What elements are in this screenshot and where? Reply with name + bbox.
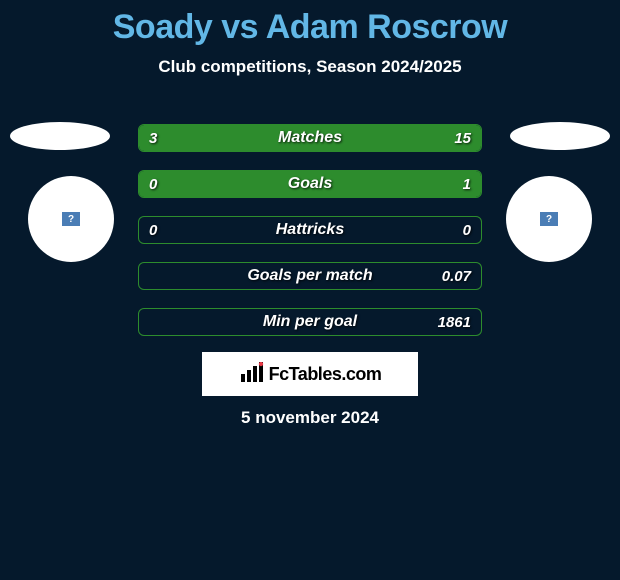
stat-label: Min per goal [139,309,481,335]
fctables-logo: FcTables.com [202,352,418,396]
player-left-avatar [10,122,110,150]
player-right-avatar [510,122,610,150]
stat-label: Hattricks [139,217,481,243]
stat-label: Goals [139,171,481,197]
stat-row: Goals per match0.07 [138,262,482,290]
placeholder-icon [540,212,558,226]
date-label: 5 november 2024 [0,408,620,428]
stat-value-left: 3 [149,125,157,151]
stat-value-right: 0 [463,217,471,243]
stat-row: Matches3 15 [138,124,482,152]
stat-row: Goals0 1 [138,170,482,198]
club-right-badge [506,176,592,262]
subtitle: Club competitions, Season 2024/2025 [0,57,620,77]
logo-text: FcTables.com [269,364,382,385]
stat-value-left: 0 [149,217,157,243]
stat-value-right: 15 [454,125,471,151]
stat-value-right: 1861 [438,309,471,335]
stat-value-left: 0 [149,171,157,197]
page-title: Soady vs Adam Roscrow [0,0,620,47]
placeholder-icon [62,212,80,226]
stat-value-right: 1 [463,171,471,197]
stat-row: Hattricks0 0 [138,216,482,244]
stat-label: Goals per match [139,263,481,289]
stats-bars: Matches315Goals01Hattricks00Goals per ma… [138,124,482,354]
stat-label: Matches [139,125,481,151]
club-left-badge [28,176,114,262]
stat-value-right: 0.07 [442,263,471,289]
stat-row: Min per goal1861 [138,308,482,336]
barchart-icon [239,362,265,387]
